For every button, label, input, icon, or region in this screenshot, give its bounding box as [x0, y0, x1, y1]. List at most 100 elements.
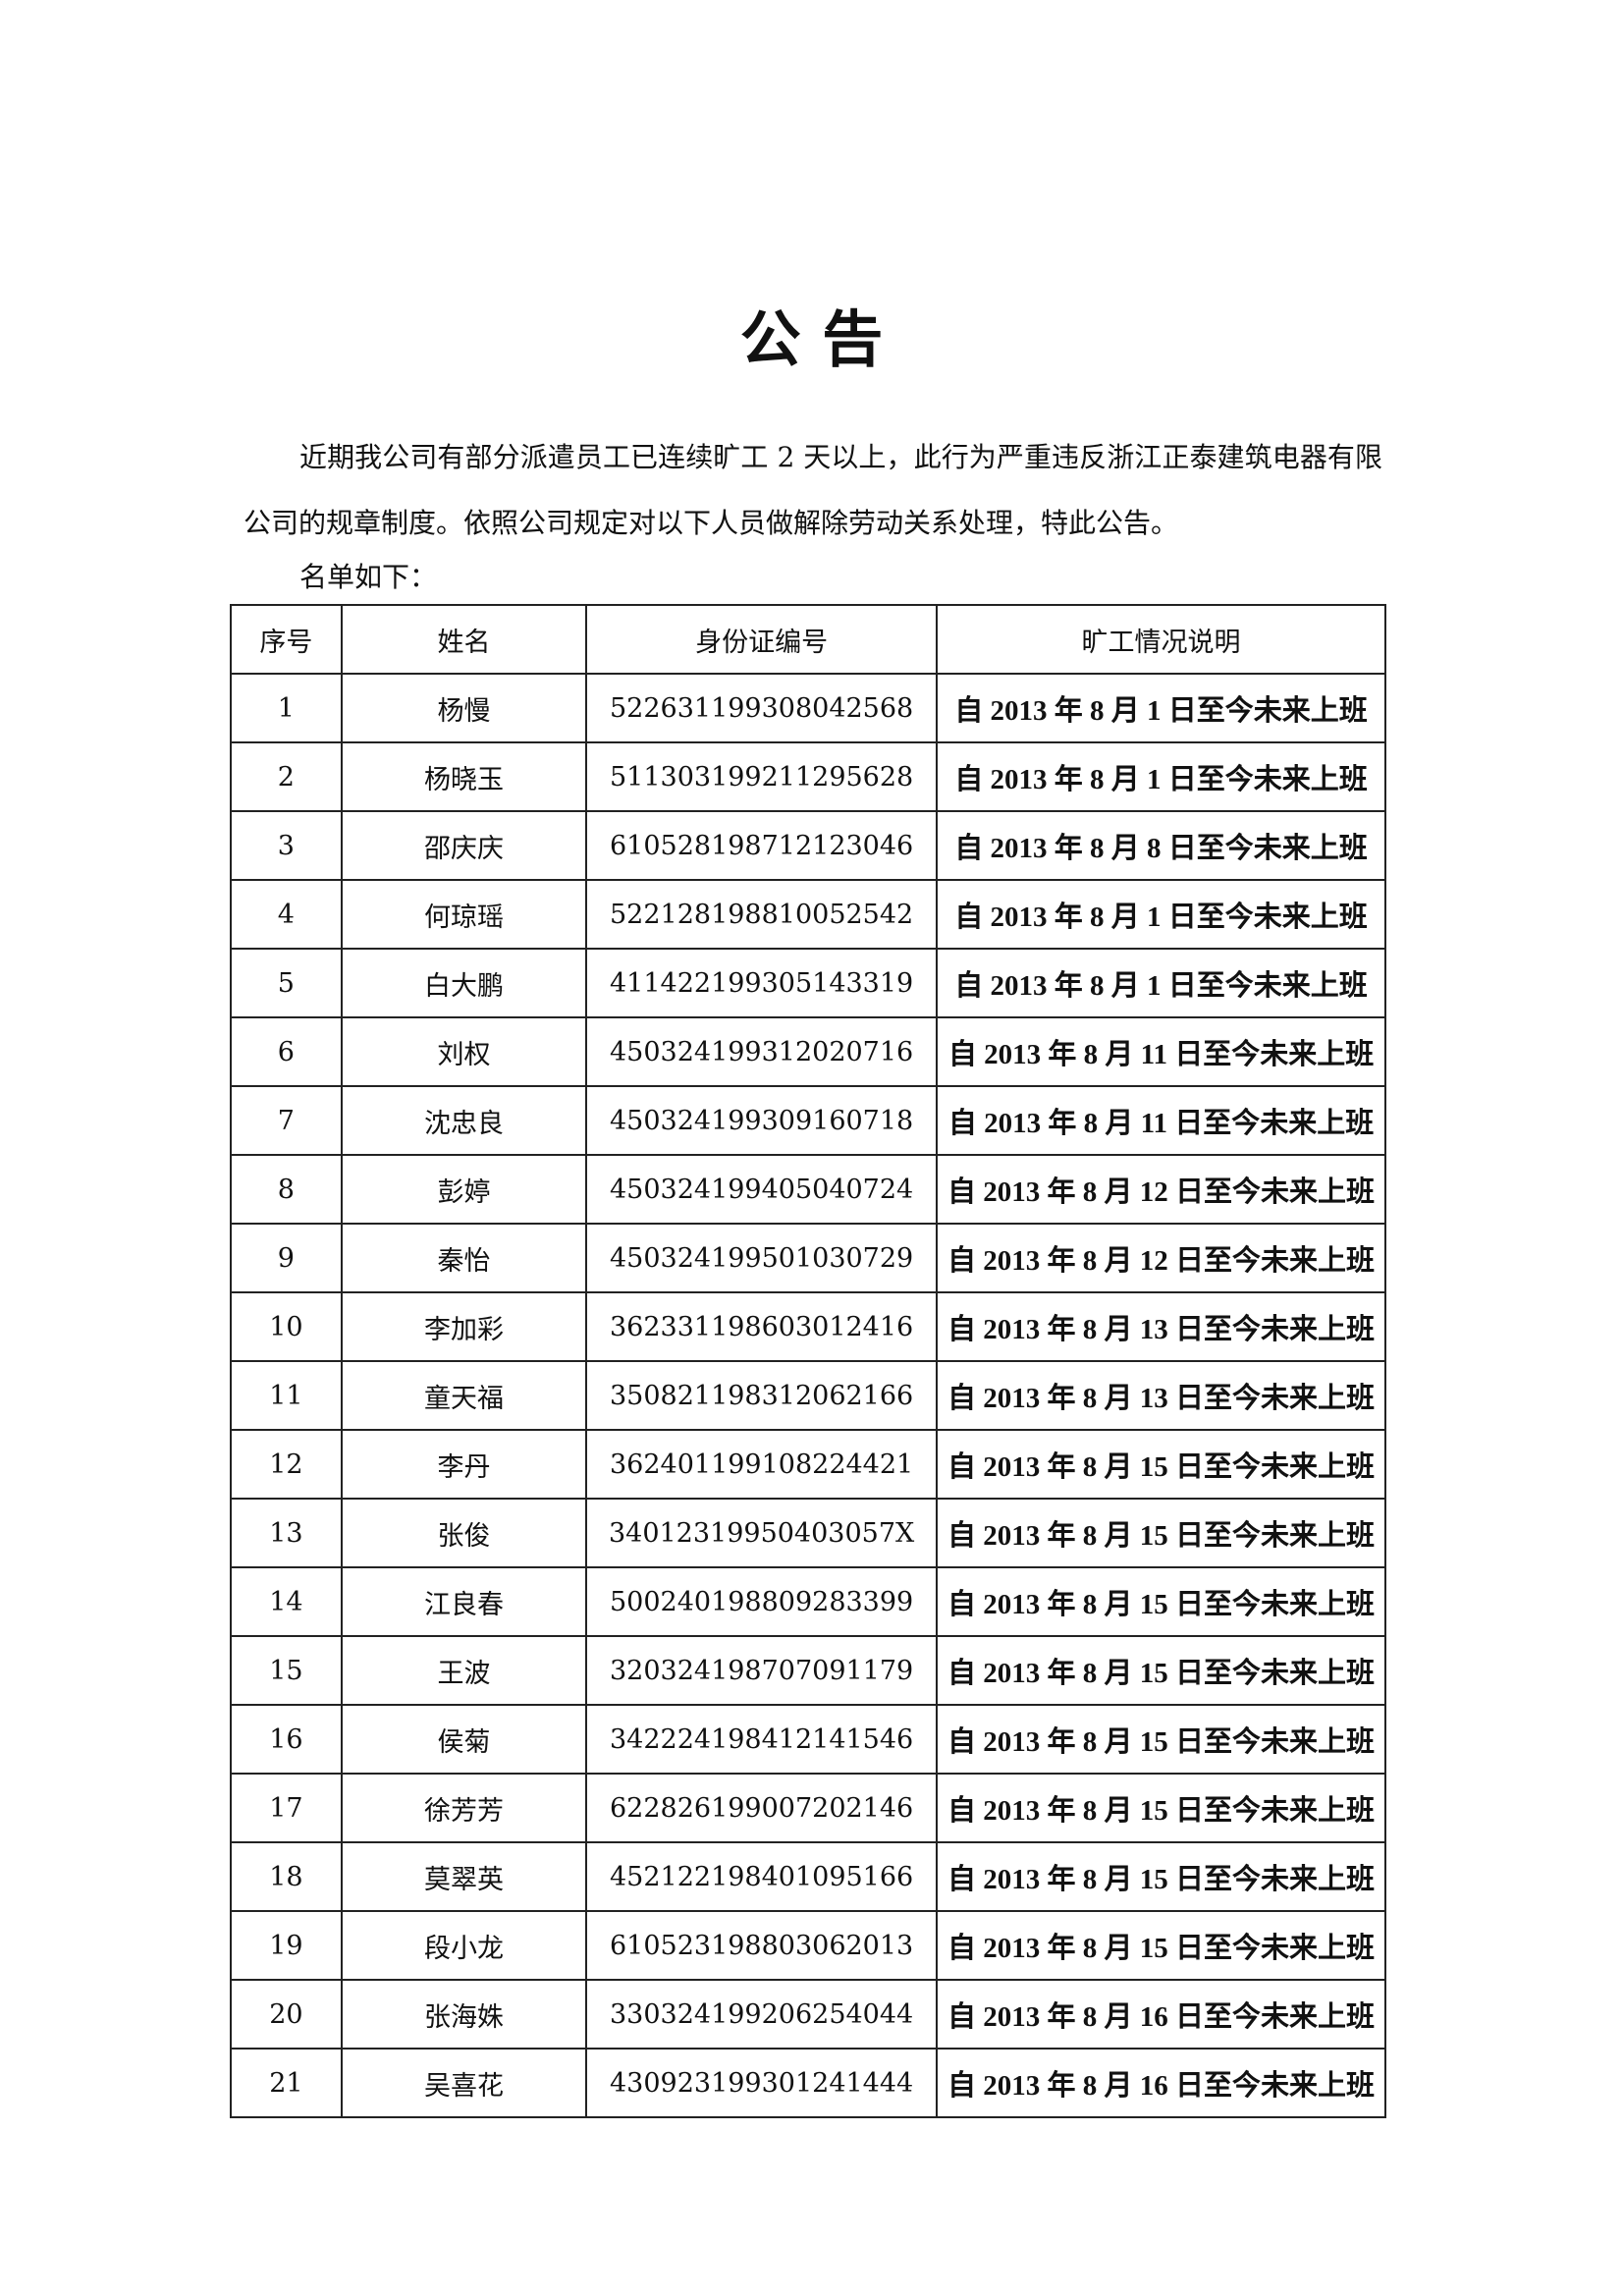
table-cell: 10: [230, 1291, 343, 1362]
table-row: 16 侯菊 342224198412141546 自 2013 年 8 月 15 日至…: [230, 1704, 1386, 1775]
table-cell: 7: [230, 1085, 343, 1156]
table-row: 10 李加彩 362331198603012416 自 2013 年 8 月 13 日…: [230, 1291, 1386, 1362]
table-cell: 362401199108224421: [585, 1429, 939, 1500]
table-cell: 自 2013 年 8 月 16 日至今未来上班: [936, 1979, 1386, 2050]
table-row: 7 沈忠良 450324199309160718 自 2013 年 8 月 11 日至…: [230, 1085, 1386, 1156]
table-row: 9 秦怡 450324199501030729 自 2013 年 8 月 12 日至今…: [230, 1223, 1386, 1293]
table-cell: 李加彩: [340, 1291, 588, 1362]
table-cell: 杨慢: [340, 673, 588, 743]
table-cell: 吴喜花: [340, 2048, 588, 2118]
table-cell: 12: [230, 1429, 343, 1500]
table-cell: 自 2013 年 8 月 12 日至今未来上班: [936, 1223, 1386, 1293]
table-row: 11 童天福 350821198312062166 自 2013 年 8 月 13 日…: [230, 1360, 1386, 1431]
table-cell: 童天福: [340, 1360, 588, 1431]
table-cell: 张海姝: [340, 1979, 588, 2050]
table-cell: 411422199305143319: [585, 948, 939, 1018]
table-cell: 刘权: [340, 1016, 588, 1087]
table-cell: 610523198803062013: [585, 1910, 939, 1981]
table-row: 2 杨晓玉 511303199211295628 自 2013 年 8 月 1 日至今…: [230, 741, 1386, 812]
table-cell: 杨晓玉: [340, 741, 588, 812]
table-row: 18 莫翠英 452122198401095166 自 2013 年 8 月 15 日…: [230, 1841, 1386, 1912]
table-cell: 2: [230, 741, 343, 812]
table-cell: 1: [230, 673, 343, 743]
table-row: 13 张俊 34012319950403057X 自 2013 年 8 月 15 日至…: [230, 1498, 1386, 1568]
table-cell: 自 2013 年 8 月 11 日至今未来上班: [936, 1085, 1386, 1156]
table-row: 1 杨慢 522631199308042568 自 2013 年 8 月 1 日至今未…: [230, 673, 1386, 743]
table-cell: 342224198412141546: [585, 1704, 939, 1775]
table-cell: 段小龙: [340, 1910, 588, 1981]
table-cell: 15: [230, 1635, 343, 1706]
table-cell: 徐芳芳: [340, 1773, 588, 1843]
table-cell: 邵庆庆: [340, 810, 588, 881]
table-row: 17 徐芳芳 622826199007202146 自 2013 年 8 月 15 日…: [230, 1773, 1386, 1843]
table-body: 1 杨慢 522631199308042568 自 2013 年 8 月 1 日至今未…: [230, 673, 1386, 2118]
table-cell: 自 2013 年 8 月 13 日至今未来上班: [936, 1291, 1386, 1362]
table-row: 12 李丹 362401199108224421 自 2013 年 8 月 15 日至…: [230, 1429, 1386, 1500]
table-cell: 自 2013 年 8 月 16 日至今未来上班: [936, 2048, 1386, 2118]
table-row: 19 段小龙 610523198803062013 自 2013 年 8 月 15 日…: [230, 1910, 1386, 1981]
table-cell: 522128198810052542: [585, 879, 939, 950]
table-cell: 450324199405040724: [585, 1154, 939, 1225]
table-cell: 4: [230, 879, 343, 950]
table-cell: 白大鹏: [340, 948, 588, 1018]
table-cell: 彭婷: [340, 1154, 588, 1225]
table-cell: 莫翠英: [340, 1841, 588, 1912]
table-cell: 362331198603012416: [585, 1291, 939, 1362]
table-cell: 20: [230, 1979, 343, 2050]
table-row: 20 张海姝 330324199206254044 自 2013 年 8 月 16 日…: [230, 1979, 1386, 2050]
column-header: 姓名: [340, 604, 588, 675]
table-cell: 511303199211295628: [585, 741, 939, 812]
table-cell: 14: [230, 1566, 343, 1637]
table-row: 6 刘权 450324199312020716 自 2013 年 8 月 11 日至今…: [230, 1016, 1386, 1087]
table-cell: 450324199312020716: [585, 1016, 939, 1087]
table-cell: 16: [230, 1704, 343, 1775]
table-cell: 自 2013 年 8 月 15 日至今未来上班: [936, 1635, 1386, 1706]
table-cell: 侯菊: [340, 1704, 588, 1775]
table-row: 14 江良春 500240198809283399 自 2013 年 8 月 15 日…: [230, 1566, 1386, 1637]
column-header: 旷工情况说明: [936, 604, 1386, 675]
table-cell: 5: [230, 948, 343, 1018]
table-cell: 自 2013 年 8 月 13 日至今未来上班: [936, 1360, 1386, 1431]
table-cell: 自 2013 年 8 月 1 日至今未来上班: [936, 879, 1386, 950]
table-cell: 李丹: [340, 1429, 588, 1500]
table-cell: 500240198809283399: [585, 1566, 939, 1637]
table-cell: 沈忠良: [340, 1085, 588, 1156]
table-cell: 自 2013 年 8 月 15 日至今未来上班: [936, 1498, 1386, 1568]
table: 序号 姓名 身份证编号 旷工情况说明 1 杨慢 522631199308042568 自 2…: [230, 604, 1386, 2118]
table-row: 15 王波 320324198707091179 自 2013 年 8 月 15 日至…: [230, 1635, 1386, 1706]
table-cell: 自 2013 年 8 月 8 日至今未来上班: [936, 810, 1386, 881]
table-cell: 450324199501030729: [585, 1223, 939, 1293]
table-cell: 610528198712123046: [585, 810, 939, 881]
table-cell: 8: [230, 1154, 343, 1225]
table-cell: 何琼瑶: [340, 879, 588, 950]
table-cell: 17: [230, 1773, 343, 1843]
header-row: 序号 姓名 身份证编号 旷工情况说明: [230, 604, 1386, 675]
table-row: 5 白大鹏 411422199305143319 自 2013 年 8 月 1 日至今…: [230, 948, 1386, 1018]
table-cell: 450324199309160718: [585, 1085, 939, 1156]
paragraph: 近期我公司有部分派遣员工已连续旷工 2 天以上，此行为严重违反浙江正泰建筑电器有…: [243, 441, 1382, 539]
column-header: 序号: [230, 604, 343, 675]
table-row: 21 吴喜花 430923199301241444 自 2013 年 8 月 16 日…: [230, 2048, 1386, 2118]
table-cell: 王波: [340, 1635, 588, 1706]
table-cell: 13: [230, 1498, 343, 1568]
table-cell: 9: [230, 1223, 343, 1293]
table-cell: 自 2013 年 8 月 1 日至今未来上班: [936, 741, 1386, 812]
table-row: 3 邵庆庆 610528198712123046 自 2013 年 8 月 8 日至今…: [230, 810, 1386, 881]
table-cell: 自 2013 年 8 月 15 日至今未来上班: [936, 1704, 1386, 1775]
table-cell: 3: [230, 810, 343, 881]
table-cell: 张俊: [340, 1498, 588, 1568]
table-cell: 34012319950403057X: [585, 1498, 939, 1568]
table-cell: 自 2013 年 8 月 15 日至今未来上班: [936, 1910, 1386, 1981]
table-cell: 自 2013 年 8 月 15 日至今未来上班: [936, 1773, 1386, 1843]
table-row: 8 彭婷 450324199405040724 自 2013 年 8 月 12 日至今…: [230, 1154, 1386, 1225]
table-cell: 350821198312062166: [585, 1360, 939, 1431]
table-cell: 自 2013 年 8 月 1 日至今未来上班: [936, 673, 1386, 743]
title: 公 告: [739, 303, 884, 375]
table-cell: 19: [230, 1910, 343, 1981]
table-row: 4 何琼瑶 522128198810052542 自 2013 年 8 月 1 日至今…: [230, 879, 1386, 950]
table-cell: 18: [230, 1841, 343, 1912]
table-cell: 430923199301241444: [585, 2048, 939, 2118]
table-cell: 江良春: [340, 1566, 588, 1637]
table-cell: 452122198401095166: [585, 1841, 939, 1912]
table-cell: 622826199007202146: [585, 1773, 939, 1843]
